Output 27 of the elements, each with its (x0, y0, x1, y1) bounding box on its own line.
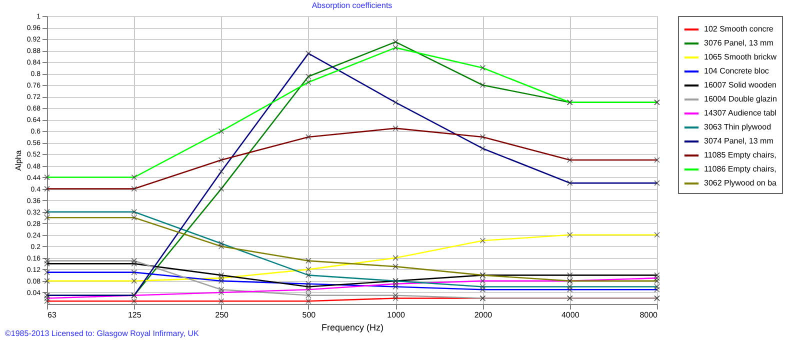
legend-label: 1065 Smooth brickw (704, 52, 777, 62)
point (44, 260, 50, 267)
legend-label: 3076 Panel, 13 mm (704, 38, 774, 48)
legend-label: 3074 Panel, 13 mm (704, 136, 774, 146)
x-axis-title: Frequency (Hz) (321, 322, 384, 332)
y-axis-title: Alpha (14, 150, 23, 171)
legend-label: 3062 Plywood on ba (704, 178, 778, 188)
legend-label: 11086 Empty chairs, (704, 164, 776, 174)
point (131, 260, 138, 267)
legend-label: 3063 Thin plywood (704, 122, 772, 132)
legend-label: 104 Concrete bloc (704, 66, 769, 76)
x-tick-label: 2000 (474, 310, 493, 320)
x-tick-label: 125 (128, 310, 142, 320)
x-tick-label: 500 (302, 310, 316, 320)
legend-label: 102 Smooth concre (704, 24, 774, 34)
legend-label: 16007 Solid wooden (704, 80, 777, 90)
legend-label: 11085 Empty chairs, (704, 150, 776, 160)
legend-label: 14307 Audience tabl (704, 108, 777, 118)
point (306, 284, 312, 290)
chart-title: Absorption coefficients (312, 1, 392, 10)
x-tick-label: 250 (215, 310, 230, 320)
x-tick-label: 63 (48, 310, 57, 320)
x-tick-label: 8000 (640, 310, 658, 320)
x-tick-label: 4000 (561, 310, 580, 320)
x-tick-label: 1000 (387, 310, 406, 320)
text: ©1985-2013 Licensed to: Glasgow Royal Infirmary, UK (5, 329, 200, 338)
legend-label: 16004 Double glazin (704, 94, 777, 104)
